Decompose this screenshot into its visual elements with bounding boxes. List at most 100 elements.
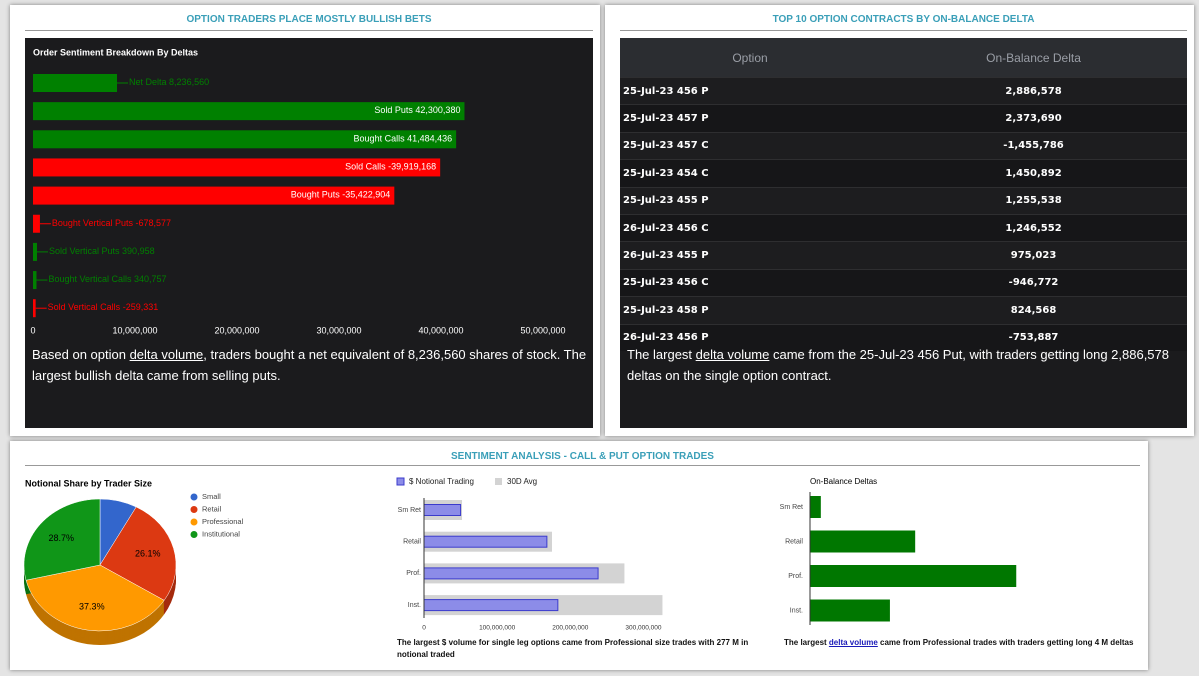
value-label: 41,484,436: [407, 134, 452, 144]
data-label: Bought Vertical Puts -678,577: [52, 218, 171, 228]
bar: [810, 599, 890, 622]
bar: [33, 186, 395, 205]
table-cell: 25-Jul-23 455 P: [620, 186, 881, 215]
bar: [33, 74, 118, 92]
legend-swatch: [190, 531, 198, 538]
data-label: Sold Vertical Calls -259,331: [48, 303, 159, 313]
legend-label: Professional: [202, 517, 244, 526]
caption-text: came from Professional trades with trade…: [877, 638, 1134, 647]
table-cell: -946,772: [880, 268, 1187, 297]
caption-link[interactable]: delta volume: [828, 638, 878, 647]
table-cell: 2,373,690: [880, 104, 1187, 133]
x-tick-label: 20,000,000: [214, 325, 259, 335]
category-label: Net Delta: [129, 77, 167, 87]
data-label: Bought Puts -35,422,904: [291, 190, 391, 200]
value-label: 340,757: [134, 274, 167, 284]
table-row: 26-Jul-23 455 P 975,023: [620, 241, 1187, 270]
column-header: Option: [620, 38, 881, 78]
category-label: Bought Vertical Calls: [48, 274, 132, 284]
caption: The largest $ volume for single leg opti…: [397, 638, 749, 659]
table-cell: -1,455,786: [880, 131, 1187, 160]
category-label: Sold Puts: [374, 106, 413, 116]
table-row: 26-Jul-23 456 P -753,887: [620, 323, 1187, 351]
legend-swatch: [190, 506, 198, 513]
category-label: Sold Vertical Puts: [49, 246, 120, 256]
x-tick-label: 0: [422, 625, 426, 632]
table-cell: 1,255,538: [880, 186, 1187, 215]
legend-label: Institutional: [202, 529, 240, 538]
chart-title: Order Sentiment Breakdown By Deltas: [33, 47, 198, 57]
legend-swatch: [190, 493, 198, 501]
pie-slice: [23, 498, 101, 581]
category-label: Bought Calls: [354, 134, 406, 144]
value-label: -39,919,168: [388, 162, 436, 172]
x-tick-label: 300,000,000: [625, 625, 662, 632]
bar: [423, 599, 559, 612]
legend-label: $ Notional Trading: [409, 477, 474, 486]
y-tick-label: Prof.: [406, 570, 421, 577]
table-row: 25-Jul-23 457 P 2,373,690: [620, 104, 1187, 133]
chart-title: On-Balance Deltas: [810, 477, 877, 486]
y-tick-label: Retail: [785, 538, 803, 545]
table-row: 25-Jul-23 458 P 824,568: [620, 296, 1187, 325]
data-label: 37.3%: [79, 602, 105, 612]
table-row: 25-Jul-23 457 C -1,455,786: [620, 131, 1187, 160]
y-tick-label: Inst.: [790, 607, 803, 614]
table-cell: 975,023: [880, 241, 1187, 270]
table-row: 25-Jul-23 456 C -946,772: [620, 268, 1187, 297]
x-tick-label: 40,000,000: [418, 325, 463, 335]
caption-text: , traders bought a net equivalent of 8,2…: [32, 347, 587, 383]
legend-label: Small: [202, 492, 221, 501]
legend-swatch: [190, 518, 198, 526]
data-label: Sold Puts 42,300,380: [374, 106, 460, 116]
y-tick-label: Retail: [403, 539, 421, 546]
legend-label: 30D Avg: [507, 477, 537, 486]
panel-title: TOP 10 OPTION CONTRACTS BY ON-BALANCE DE…: [772, 14, 1035, 25]
caption-link[interactable]: delta volume: [695, 347, 770, 362]
table-row: 26-Jul-23 456 C 1,246,552: [620, 213, 1187, 242]
category-label: Bought Vertical Puts: [52, 218, 134, 228]
chart-title: Notional Share by Trader Size: [25, 478, 152, 488]
panel-title: SENTIMENT ANALYSIS - CALL & PUT OPTION T…: [451, 451, 714, 462]
bar: [33, 242, 37, 261]
caption-link[interactable]: delta volume: [129, 347, 204, 362]
bar: [423, 567, 599, 580]
table-row: 25-Jul-23 455 P 1,255,538: [620, 186, 1187, 215]
bar: [423, 535, 548, 548]
x-tick-label: 10,000,000: [112, 325, 157, 335]
category-label: Sold Calls: [345, 162, 386, 172]
caption-text: The largest: [784, 638, 829, 647]
legend-label: Retail: [202, 504, 222, 513]
table-cell: 25-Jul-23 456 C: [620, 268, 881, 297]
bar: [33, 299, 36, 318]
panel: [10, 441, 1148, 670]
caption: The largest delta volume came from Profe…: [784, 637, 1144, 649]
bar: [33, 271, 37, 290]
caption-text: The largest: [627, 347, 696, 362]
x-tick-label: 30,000,000: [316, 325, 361, 335]
table-cell: 2,886,578: [880, 76, 1187, 105]
y-tick-label: Sm Ret: [780, 504, 803, 511]
caption-text: came from the 25-Jul-23 456 Put, with tr…: [627, 347, 1169, 383]
caption: Based on option delta volume, traders bo…: [32, 344, 587, 386]
x-tick-label: 200,000,000: [552, 625, 589, 632]
y-tick-label: Sm Ret: [398, 507, 421, 514]
bar: [810, 496, 821, 518]
data-label: Sold Calls -39,919,168: [345, 162, 436, 172]
data-label: Sold Vertical Puts 390,958: [49, 246, 155, 256]
table-cell: 25-Jul-23 458 P: [620, 296, 881, 325]
bar: [33, 102, 465, 121]
pie-slice: [25, 564, 165, 632]
x-tick-label: 50,000,000: [520, 325, 565, 335]
data-label: 26.1%: [135, 549, 161, 559]
bar: [33, 130, 457, 149]
data-label: Bought Vertical Calls 340,757: [48, 274, 166, 284]
table-cell: 26-Jul-23 455 P: [620, 241, 881, 270]
category-label: Bought Puts: [291, 190, 341, 200]
divider: [25, 465, 1140, 466]
value-label: 42,300,380: [415, 106, 460, 116]
value-label: -678,577: [135, 218, 171, 228]
category-label: Sold Vertical Calls: [48, 303, 121, 313]
legend-swatch: [495, 478, 502, 485]
